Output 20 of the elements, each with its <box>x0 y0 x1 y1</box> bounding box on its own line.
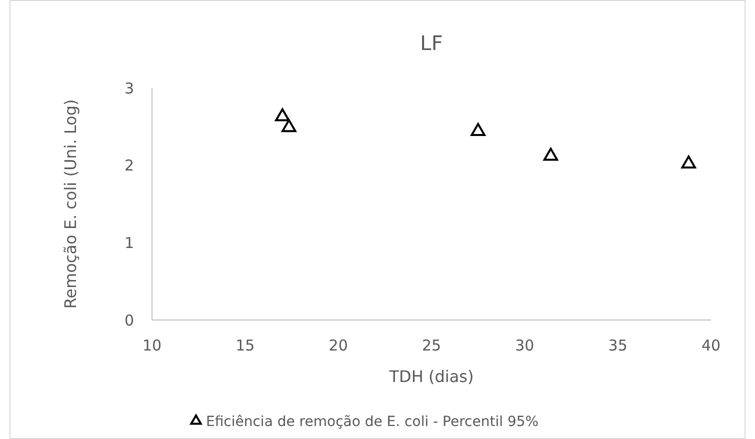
x-tick-label: 10 <box>142 336 162 354</box>
legend-label: Eficiência de remoção de E. coli - Percentil 95% <box>206 414 539 430</box>
point <box>543 148 558 161</box>
y-tick-label: 1 <box>124 234 134 252</box>
point <box>470 122 486 136</box>
y-tick-label: 2 <box>124 156 134 175</box>
point <box>282 119 296 132</box>
x-tick-label: 25 <box>422 336 442 354</box>
y-tick-label: 0 <box>124 311 134 330</box>
y-tick-label: 3 <box>124 79 134 98</box>
point <box>681 155 696 168</box>
point <box>275 108 290 122</box>
y-axis-title: Remoção E. coli (Uni. Log) <box>61 99 80 309</box>
x-axis-title: TDH (dias) <box>388 367 474 386</box>
x-tick-label: 35 <box>608 336 628 354</box>
x-tick-label: 20 <box>328 336 348 354</box>
x-tick-label: 40 <box>701 336 721 354</box>
x-tick-label: 15 <box>236 336 255 354</box>
chart-title: LF <box>420 31 443 55</box>
x-tick-label: 30 <box>515 336 534 354</box>
